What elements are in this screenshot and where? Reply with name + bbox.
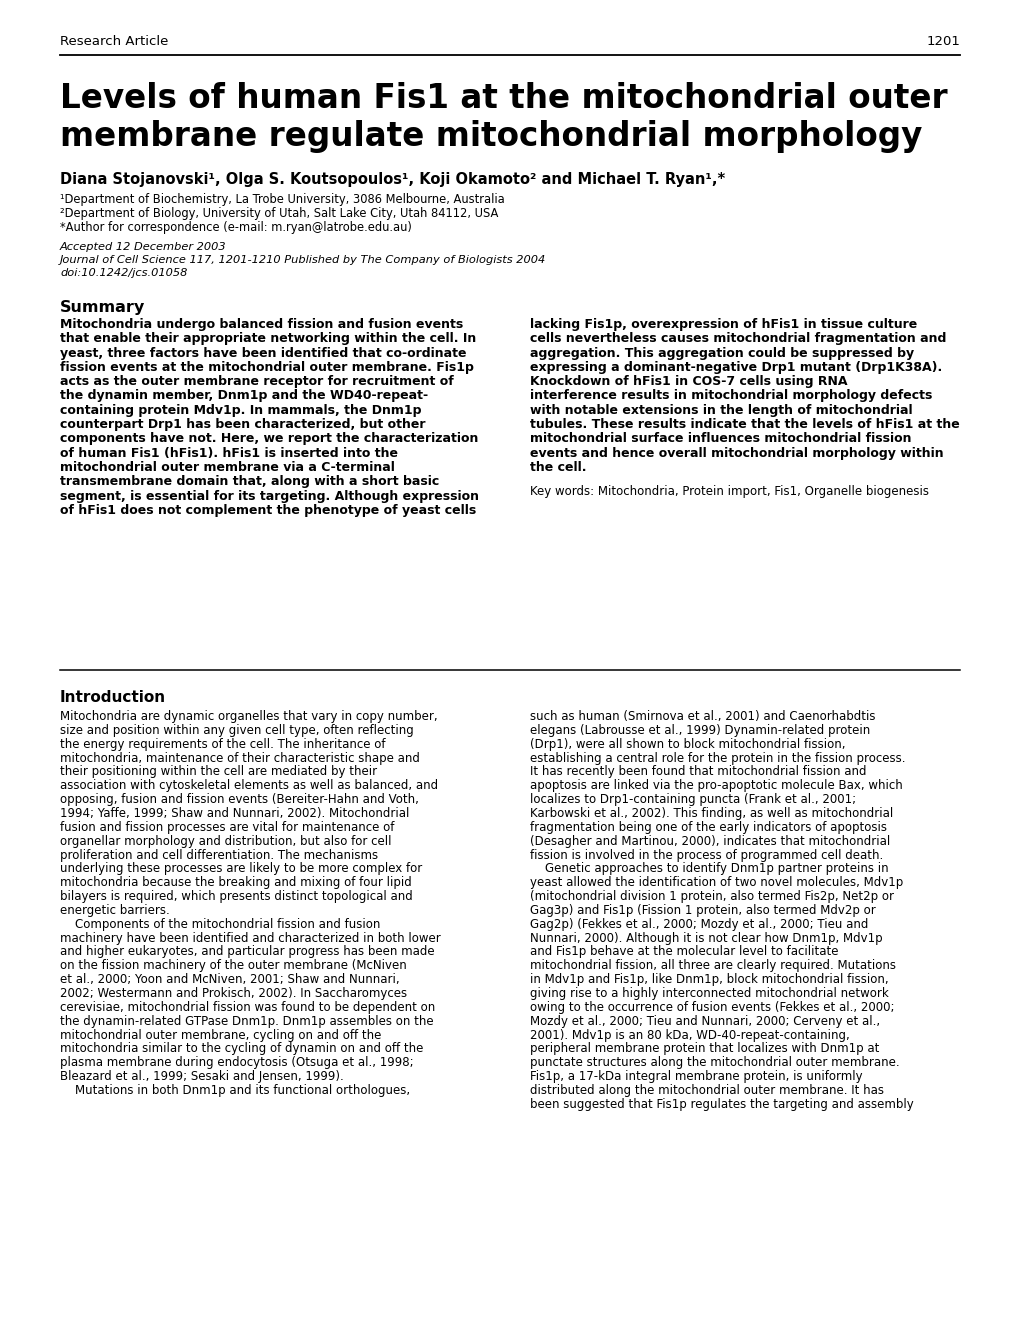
Text: fragmentation being one of the early indicators of apoptosis: fragmentation being one of the early ind… (530, 821, 887, 834)
Text: Bleazard et al., 1999; Sesaki and Jensen, 1999).: Bleazard et al., 1999; Sesaki and Jensen… (60, 1071, 343, 1084)
Text: Diana Stojanovski¹, Olga S. Koutsopoulos¹, Koji Okamoto² and Michael T. Ryan¹,*: Diana Stojanovski¹, Olga S. Koutsopoulos… (60, 172, 725, 187)
Text: Mitochondria undergo balanced fission and fusion events: Mitochondria undergo balanced fission an… (60, 318, 463, 331)
Text: transmembrane domain that, along with a short basic: transmembrane domain that, along with a … (60, 475, 439, 488)
Text: 1994; Yaffe, 1999; Shaw and Nunnari, 2002). Mitochondrial: 1994; Yaffe, 1999; Shaw and Nunnari, 200… (60, 807, 409, 820)
Text: Knockdown of hFis1 in COS-7 cells using RNA: Knockdown of hFis1 in COS-7 cells using … (530, 375, 847, 388)
Text: yeast allowed the identification of two novel molecules, Mdv1p: yeast allowed the identification of two … (530, 876, 903, 890)
Text: counterpart Drp1 has been characterized, but other: counterpart Drp1 has been characterized,… (60, 418, 425, 432)
Text: 1201: 1201 (925, 36, 959, 48)
Text: Levels of human Fis1 at the mitochondrial outer: Levels of human Fis1 at the mitochondria… (60, 82, 947, 115)
Text: plasma membrane during endocytosis (Otsuga et al., 1998;: plasma membrane during endocytosis (Otsu… (60, 1056, 414, 1069)
Text: the dynamin-related GTPase Dnm1p. Dnm1p assembles on the: the dynamin-related GTPase Dnm1p. Dnm1p … (60, 1015, 433, 1028)
Text: fission events at the mitochondrial outer membrane. Fis1p: fission events at the mitochondrial oute… (60, 360, 474, 374)
Text: Journal of Cell Science 117, 1201-1210 Published by The Company of Biologists 20: Journal of Cell Science 117, 1201-1210 P… (60, 255, 546, 265)
Text: Mozdy et al., 2000; Tieu and Nunnari, 2000; Cerveny et al.,: Mozdy et al., 2000; Tieu and Nunnari, 20… (530, 1015, 879, 1028)
Text: tubules. These results indicate that the levels of hFis1 at the: tubules. These results indicate that the… (530, 418, 959, 432)
Text: apoptosis are linked via the pro-apoptotic molecule Bax, which: apoptosis are linked via the pro-apoptot… (530, 779, 902, 792)
Text: of hFis1 does not complement the phenotype of yeast cells: of hFis1 does not complement the phenoty… (60, 504, 476, 517)
Text: (mitochondrial division 1 protein, also termed Fis2p, Net2p or: (mitochondrial division 1 protein, also … (530, 890, 893, 903)
Text: 2001). Mdv1p is an 80 kDa, WD-40-repeat-containing,: 2001). Mdv1p is an 80 kDa, WD-40-repeat-… (530, 1028, 849, 1041)
Text: Mutations in both Dnm1p and its functional orthologues,: Mutations in both Dnm1p and its function… (60, 1084, 410, 1097)
Text: 2002; Westermann and Prokisch, 2002). In Saccharomyces: 2002; Westermann and Prokisch, 2002). In… (60, 987, 407, 1001)
Text: Accepted 12 December 2003: Accepted 12 December 2003 (60, 242, 226, 252)
Text: containing protein Mdv1p. In mammals, the Dnm1p: containing protein Mdv1p. In mammals, th… (60, 404, 421, 417)
Text: punctate structures along the mitochondrial outer membrane.: punctate structures along the mitochondr… (530, 1056, 899, 1069)
Text: doi:10.1242/jcs.01058: doi:10.1242/jcs.01058 (60, 268, 187, 279)
Text: the cell.: the cell. (530, 461, 586, 474)
Text: (Drp1), were all shown to block mitochondrial fission,: (Drp1), were all shown to block mitochon… (530, 738, 845, 751)
Text: establishing a central role for the protein in the fission process.: establishing a central role for the prot… (530, 751, 905, 764)
Text: cerevisiae, mitochondrial fission was found to be dependent on: cerevisiae, mitochondrial fission was fo… (60, 1001, 435, 1014)
Text: giving rise to a highly interconnected mitochondrial network: giving rise to a highly interconnected m… (530, 987, 888, 1001)
Text: ¹Department of Biochemistry, La Trobe University, 3086 Melbourne, Australia: ¹Department of Biochemistry, La Trobe Un… (60, 193, 504, 206)
Text: organellar morphology and distribution, but also for cell: organellar morphology and distribution, … (60, 834, 391, 847)
Text: peripheral membrane protein that localizes with Dnm1p at: peripheral membrane protein that localiz… (530, 1043, 878, 1056)
Text: fission is involved in the process of programmed cell death.: fission is involved in the process of pr… (530, 849, 882, 862)
Text: (Desagher and Martinou, 2000), indicates that mitochondrial: (Desagher and Martinou, 2000), indicates… (530, 834, 890, 847)
Text: fusion and fission processes are vital for maintenance of: fusion and fission processes are vital f… (60, 821, 394, 834)
Text: mitochondrial fission, all three are clearly required. Mutations: mitochondrial fission, all three are cle… (530, 960, 895, 973)
Text: proliferation and cell differentiation. The mechanisms: proliferation and cell differentiation. … (60, 849, 378, 862)
Text: the energy requirements of the cell. The inheritance of: the energy requirements of the cell. The… (60, 738, 385, 751)
Text: cells nevertheless causes mitochondrial fragmentation and: cells nevertheless causes mitochondrial … (530, 333, 946, 346)
Text: events and hence overall mitochondrial morphology within: events and hence overall mitochondrial m… (530, 446, 943, 459)
Text: Research Article: Research Article (60, 36, 168, 48)
Text: *Author for correspondence (e-mail: m.ryan@latrobe.edu.au): *Author for correspondence (e-mail: m.ry… (60, 220, 412, 234)
Text: underlying these processes are likely to be more complex for: underlying these processes are likely to… (60, 862, 422, 875)
Text: mitochondria similar to the cycling of dynamin on and off the: mitochondria similar to the cycling of d… (60, 1043, 423, 1056)
Text: Gag3p) and Fis1p (Fission 1 protein, also termed Mdv2p or: Gag3p) and Fis1p (Fission 1 protein, als… (530, 904, 875, 917)
Text: such as human (Smirnova et al., 2001) and Caenorhabdtis: such as human (Smirnova et al., 2001) an… (530, 710, 874, 723)
Text: lacking Fis1p, overexpression of hFis1 in tissue culture: lacking Fis1p, overexpression of hFis1 i… (530, 318, 916, 331)
Text: machinery have been identified and characterized in both lower: machinery have been identified and chara… (60, 932, 440, 945)
Text: mitochondrial outer membrane via a C-terminal: mitochondrial outer membrane via a C-ter… (60, 461, 394, 474)
Text: been suggested that Fis1p regulates the targeting and assembly: been suggested that Fis1p regulates the … (530, 1098, 913, 1111)
Text: Introduction: Introduction (60, 690, 166, 705)
Text: in Mdv1p and Fis1p, like Dnm1p, block mitochondrial fission,: in Mdv1p and Fis1p, like Dnm1p, block mi… (530, 973, 888, 986)
Text: and Fis1p behave at the molecular level to facilitate: and Fis1p behave at the molecular level … (530, 945, 838, 958)
Text: mitochondrial surface influences mitochondrial fission: mitochondrial surface influences mitocho… (530, 433, 911, 445)
Text: with notable extensions in the length of mitochondrial: with notable extensions in the length of… (530, 404, 912, 417)
Text: segment, is essential for its targeting. Although expression: segment, is essential for its targeting.… (60, 490, 479, 503)
Text: mitochondrial outer membrane, cycling on and off the: mitochondrial outer membrane, cycling on… (60, 1028, 381, 1041)
Text: opposing, fusion and fission events (Bereiter-Hahn and Voth,: opposing, fusion and fission events (Ber… (60, 793, 419, 807)
Text: membrane regulate mitochondrial morphology: membrane regulate mitochondrial morpholo… (60, 120, 921, 153)
Text: their positioning within the cell are mediated by their: their positioning within the cell are me… (60, 766, 377, 779)
Text: components have not. Here, we report the characterization: components have not. Here, we report the… (60, 433, 478, 445)
Text: distributed along the mitochondrial outer membrane. It has: distributed along the mitochondrial oute… (530, 1084, 883, 1097)
Text: Karbowski et al., 2002). This finding, as well as mitochondrial: Karbowski et al., 2002). This finding, a… (530, 807, 893, 820)
Text: ²Department of Biology, University of Utah, Salt Lake City, Utah 84112, USA: ²Department of Biology, University of Ut… (60, 207, 498, 220)
Text: mitochondria because the breaking and mixing of four lipid: mitochondria because the breaking and mi… (60, 876, 412, 890)
Text: energetic barriers.: energetic barriers. (60, 904, 169, 917)
Text: elegans (Labrousse et al., 1999) Dynamin-related protein: elegans (Labrousse et al., 1999) Dynamin… (530, 723, 869, 737)
Text: expressing a dominant-negative Drp1 mutant (Drp1K38A).: expressing a dominant-negative Drp1 muta… (530, 360, 942, 374)
Text: acts as the outer membrane receptor for recruitment of: acts as the outer membrane receptor for … (60, 375, 453, 388)
Text: of human Fis1 (hFis1). hFis1 is inserted into the: of human Fis1 (hFis1). hFis1 is inserted… (60, 446, 397, 459)
Text: association with cytoskeletal elements as well as balanced, and: association with cytoskeletal elements a… (60, 779, 438, 792)
Text: localizes to Drp1-containing puncta (Frank et al., 2001;: localizes to Drp1-containing puncta (Fra… (530, 793, 855, 807)
Text: et al., 2000; Yoon and McNiven, 2001; Shaw and Nunnari,: et al., 2000; Yoon and McNiven, 2001; Sh… (60, 973, 399, 986)
Text: Genetic approaches to identify Dnm1p partner proteins in: Genetic approaches to identify Dnm1p par… (530, 862, 888, 875)
Text: bilayers is required, which presents distinct topological and: bilayers is required, which presents dis… (60, 890, 413, 903)
Text: mitochondria, maintenance of their characteristic shape and: mitochondria, maintenance of their chara… (60, 751, 420, 764)
Text: and higher eukaryotes, and particular progress has been made: and higher eukaryotes, and particular pr… (60, 945, 434, 958)
Text: It has recently been found that mitochondrial fission and: It has recently been found that mitochon… (530, 766, 866, 779)
Text: size and position within any given cell type, often reflecting: size and position within any given cell … (60, 723, 414, 737)
Text: yeast, three factors have been identified that co-ordinate: yeast, three factors have been identifie… (60, 347, 466, 359)
Text: aggregation. This aggregation could be suppressed by: aggregation. This aggregation could be s… (530, 347, 913, 359)
Text: owing to the occurrence of fusion events (Fekkes et al., 2000;: owing to the occurrence of fusion events… (530, 1001, 894, 1014)
Text: Fis1p, a 17-kDa integral membrane protein, is uniformly: Fis1p, a 17-kDa integral membrane protei… (530, 1071, 862, 1084)
Text: Summary: Summary (60, 300, 145, 315)
Text: Nunnari, 2000). Although it is not clear how Dnm1p, Mdv1p: Nunnari, 2000). Although it is not clear… (530, 932, 881, 945)
Text: the dynamin member, Dnm1p and the WD40-repeat-: the dynamin member, Dnm1p and the WD40-r… (60, 389, 428, 403)
Text: interference results in mitochondrial morphology defects: interference results in mitochondrial mo… (530, 389, 931, 403)
Text: Gag2p) (Fekkes et al., 2000; Mozdy et al., 2000; Tieu and: Gag2p) (Fekkes et al., 2000; Mozdy et al… (530, 917, 867, 931)
Text: that enable their appropriate networking within the cell. In: that enable their appropriate networking… (60, 333, 476, 346)
Text: Mitochondria are dynamic organelles that vary in copy number,: Mitochondria are dynamic organelles that… (60, 710, 437, 723)
Text: on the fission machinery of the outer membrane (McNiven: on the fission machinery of the outer me… (60, 960, 407, 973)
Text: Components of the mitochondrial fission and fusion: Components of the mitochondrial fission … (60, 917, 380, 931)
Text: Key words: Mitochondria, Protein import, Fis1, Organelle biogenesis: Key words: Mitochondria, Protein import,… (530, 486, 928, 499)
